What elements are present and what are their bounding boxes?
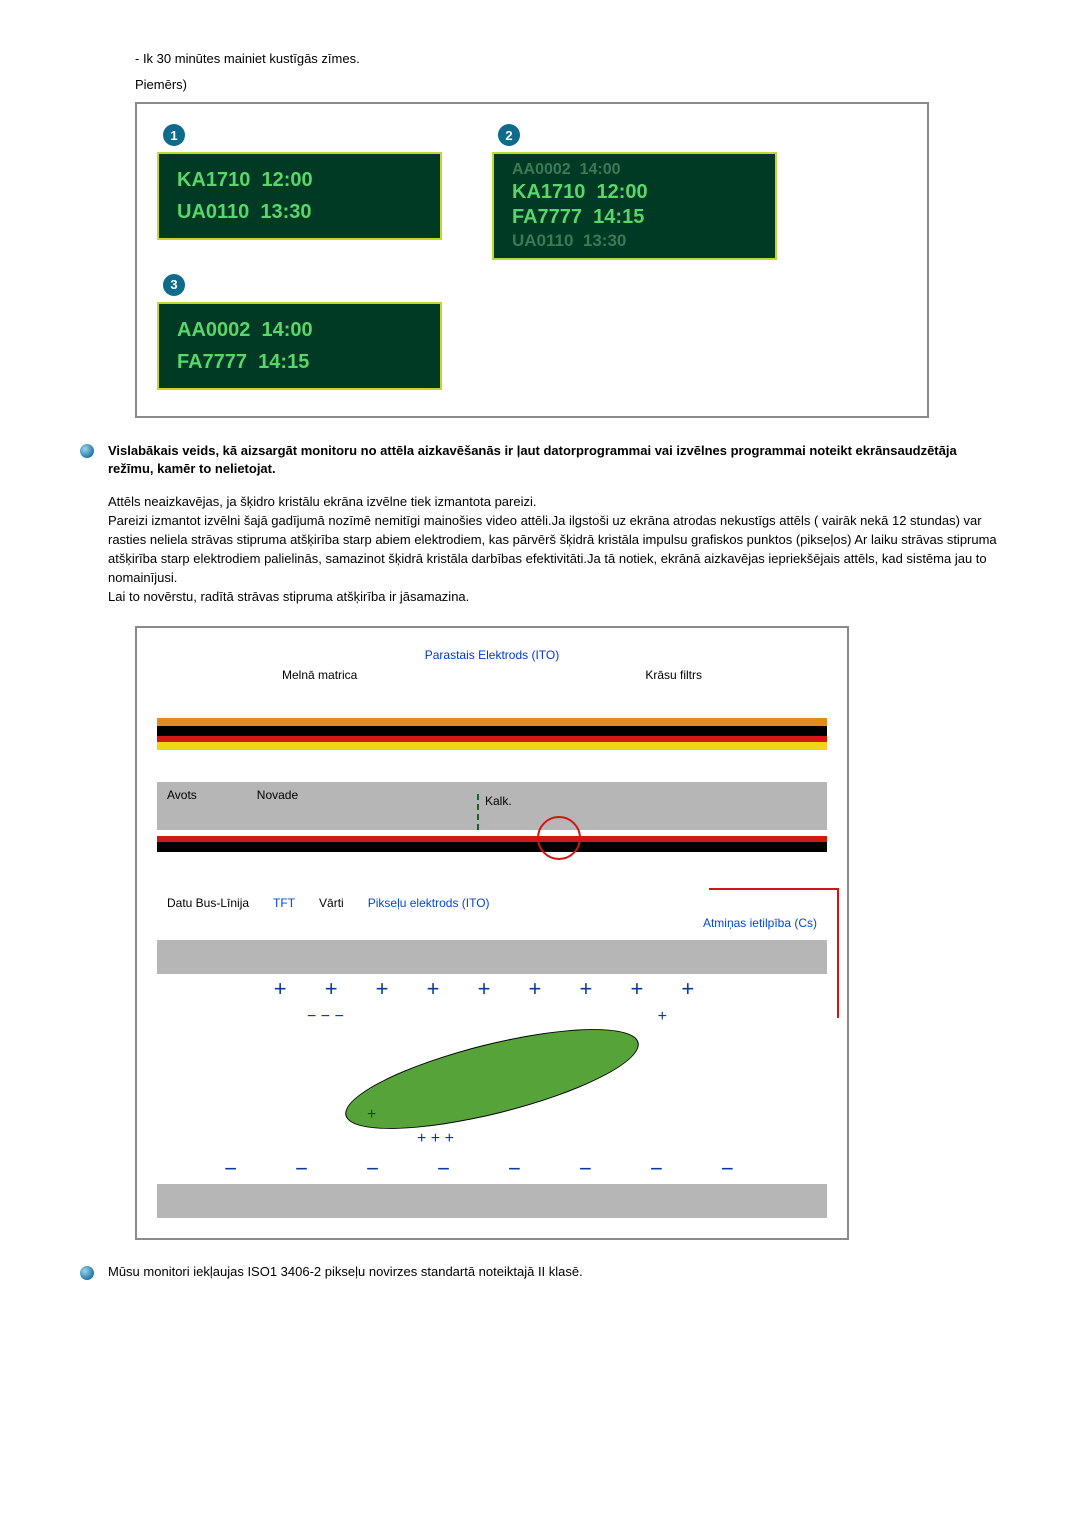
diagram-cross-section: Avots Novade Kalk. Datu Bus-Līnija TFT V…	[157, 690, 827, 910]
figure-lcd-diagram: Parastais Elektrods (ITO) Melnā matrica …	[135, 626, 849, 1240]
liquid-crystal-zone: − − − + + + + +	[157, 1004, 827, 1154]
layer-orange	[157, 718, 827, 726]
flight-row: KA1710 12:00	[177, 164, 422, 196]
diagram-label: TFT	[273, 896, 295, 910]
panel-number: 1	[163, 124, 185, 146]
charge-minus: − − −	[307, 1008, 344, 1026]
electrode-bar	[157, 940, 827, 974]
bullet-icon	[80, 444, 94, 458]
panel-3: 3 AA0002 14:00 FA7777 14:15	[157, 274, 442, 390]
diagram-label-kalk: Kalk.	[477, 794, 512, 830]
diagram-label: Krāsu filtrs	[645, 668, 702, 682]
charge-plus: +	[658, 1008, 667, 1026]
charge-plus-row: + + + + + + + + +	[157, 974, 827, 1004]
figure-flight-panels: 1 KA1710 12:00 UA0110 13:30 2 AA0002 14:…	[135, 102, 929, 417]
diagram-label: Avots	[167, 788, 197, 802]
diagram-label-top: Parastais Elektrods (ITO)	[157, 648, 827, 662]
layer-black	[157, 842, 827, 852]
flight-board: AA0002 14:00 FA7777 14:15	[157, 302, 442, 390]
charge-plus: + + +	[417, 1130, 454, 1148]
flight-row: FA7777 14:15	[512, 205, 757, 230]
panel-1: 1 KA1710 12:00 UA0110 13:30	[157, 124, 442, 259]
diagram-label: Melnā matrica	[282, 668, 357, 682]
diagram-label: Novade	[257, 788, 298, 802]
intro-line2: Piemērs)	[135, 76, 1000, 94]
charge-plus: +	[367, 1106, 376, 1124]
layer-yellow	[157, 742, 827, 750]
bullet-text: Mūsu monitori iekļaujas ISO1 3406-2 piks…	[108, 1264, 1000, 1279]
highlight-ring	[537, 816, 581, 860]
diagram-charge-section: + + + + + + + + + − − − + + + + + − − − …	[157, 940, 827, 1218]
layer-black	[157, 726, 827, 736]
panel-2: 2 AA0002 14:00 KA1710 12:00 FA7777 14:15…	[492, 124, 777, 259]
panel-number: 2	[498, 124, 520, 146]
crystal-ellipse	[337, 1009, 647, 1150]
flight-row-partial: AA0002 14:00	[512, 160, 757, 180]
diagram-label: Vārti	[319, 896, 344, 910]
flight-row: UA0110 13:30	[177, 196, 422, 228]
connector-line	[837, 888, 839, 1018]
flight-row: KA1710 12:00	[512, 180, 757, 205]
flight-row: FA7777 14:15	[177, 346, 422, 378]
charge-minus-row: − − − − − − − −	[157, 1154, 827, 1184]
flight-board: KA1710 12:00 UA0110 13:30	[157, 152, 442, 240]
bullet-paragraph: Attēls neaizkavējas, ja šķidro kristālu …	[108, 493, 1000, 606]
bullet-item-1: Vislabākais veids, kā aizsargāt monitoru…	[80, 442, 1000, 607]
panel-number: 3	[163, 274, 185, 296]
flight-board-scrolling: AA0002 14:00 KA1710 12:00 FA7777 14:15 U…	[492, 152, 777, 259]
flight-row: AA0002 14:00	[177, 314, 422, 346]
diagram-label: Datu Bus-Līnija	[167, 896, 249, 910]
bullet-icon	[80, 1266, 94, 1280]
intro-line1: - Ik 30 minūtes mainiet kustīgās zīmes.	[135, 50, 1000, 68]
bullet-heading: Vislabākais veids, kā aizsargāt monitoru…	[108, 442, 1000, 480]
diagram-label: Pikseļu elektrods (ITO)	[368, 896, 490, 910]
flight-row-partial: UA0110 13:30	[512, 230, 757, 251]
bullet-item-2: Mūsu monitori iekļaujas ISO1 3406-2 piks…	[80, 1264, 1000, 1280]
electrode-bar	[157, 1184, 827, 1218]
diagram-label-capacity: Atmiņas ietilpība (Cs)	[157, 916, 817, 930]
